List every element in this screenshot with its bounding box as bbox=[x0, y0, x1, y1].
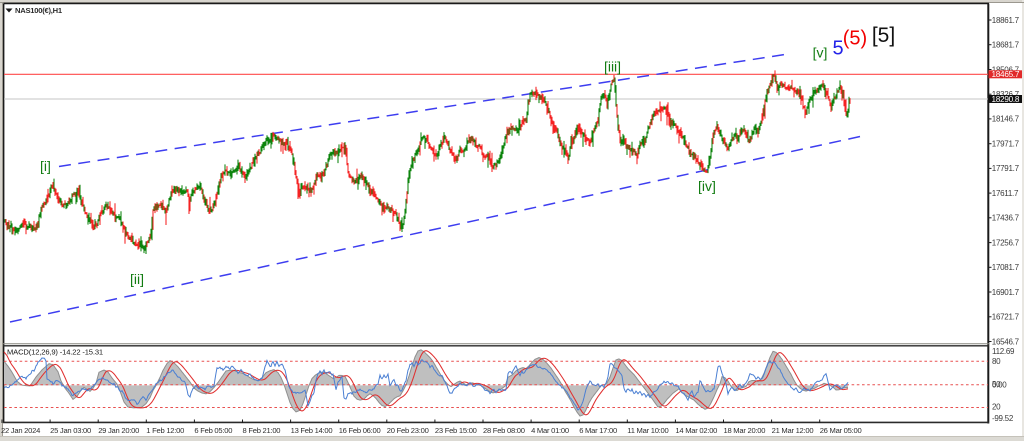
svg-text:0.00: 0.00 bbox=[992, 380, 1007, 389]
svg-text:18326.7: 18326.7 bbox=[992, 90, 1020, 99]
svg-text:17971.7: 17971.7 bbox=[992, 140, 1020, 149]
svg-text:17256.7: 17256.7 bbox=[992, 238, 1020, 247]
svg-text:17791.7: 17791.7 bbox=[992, 164, 1020, 173]
svg-text:13 Feb 14:00: 13 Feb 14:00 bbox=[291, 426, 333, 435]
svg-text:NAS100(€),H1: NAS100(€),H1 bbox=[15, 6, 63, 15]
svg-text:28 Feb 08:00: 28 Feb 08:00 bbox=[483, 426, 525, 435]
svg-text:4 Mar 01:00: 4 Mar 01:00 bbox=[531, 426, 569, 435]
svg-text:29 Jan 20:00: 29 Jan 20:00 bbox=[98, 426, 139, 435]
svg-text:23 Feb 15:00: 23 Feb 15:00 bbox=[435, 426, 477, 435]
svg-text:-99.52: -99.52 bbox=[992, 414, 1014, 423]
svg-text:16 Feb 06:00: 16 Feb 06:00 bbox=[339, 426, 381, 435]
svg-text:80: 80 bbox=[992, 357, 1001, 366]
svg-text:[5]: [5] bbox=[872, 24, 895, 47]
svg-text:20: 20 bbox=[992, 403, 1001, 412]
svg-text:18146.7: 18146.7 bbox=[992, 115, 1020, 124]
svg-text:18465.7: 18465.7 bbox=[992, 70, 1020, 79]
svg-text:[v]: [v] bbox=[813, 45, 828, 61]
svg-text:20 Feb 23:00: 20 Feb 23:00 bbox=[387, 426, 429, 435]
svg-text:18506.7: 18506.7 bbox=[992, 65, 1020, 74]
svg-text:22 Jan 2024: 22 Jan 2024 bbox=[1, 426, 40, 435]
svg-text:5: 5 bbox=[832, 38, 843, 60]
svg-text:11 Mar 10:00: 11 Mar 10:00 bbox=[627, 426, 668, 435]
svg-text:18290.8: 18290.8 bbox=[992, 95, 1020, 104]
svg-text:14 Mar 02:00: 14 Mar 02:00 bbox=[675, 426, 717, 435]
svg-text:112.69: 112.69 bbox=[992, 347, 1015, 356]
svg-text:1 Feb 12:00: 1 Feb 12:00 bbox=[146, 426, 184, 435]
svg-text:[ii]: [ii] bbox=[130, 271, 144, 287]
svg-text:16546.7: 16546.7 bbox=[992, 337, 1020, 346]
svg-text:(5): (5) bbox=[843, 28, 867, 50]
svg-text:MACD(12,26,9) -14.22 -15.31: MACD(12,26,9) -14.22 -15.31 bbox=[7, 348, 103, 357]
svg-text:[iv]: [iv] bbox=[698, 178, 716, 194]
svg-text:6 Mar 17:00: 6 Mar 17:00 bbox=[579, 426, 617, 435]
svg-text:[iii]: [iii] bbox=[604, 59, 621, 75]
svg-text:17436.7: 17436.7 bbox=[992, 214, 1020, 223]
svg-text:6 Feb 05:00: 6 Feb 05:00 bbox=[194, 426, 232, 435]
svg-text:50: 50 bbox=[992, 380, 1001, 389]
svg-text:26 Mar 05:00: 26 Mar 05:00 bbox=[820, 426, 862, 435]
svg-text:18 Mar 20:00: 18 Mar 20:00 bbox=[724, 426, 766, 435]
svg-text:17611.7: 17611.7 bbox=[992, 189, 1019, 198]
svg-text:25 Jan 03:00: 25 Jan 03:00 bbox=[50, 426, 91, 435]
svg-text:16721.7: 16721.7 bbox=[992, 313, 1020, 322]
svg-text:21 Mar 12:00: 21 Mar 12:00 bbox=[772, 426, 814, 435]
svg-text:17081.7: 17081.7 bbox=[992, 263, 1020, 272]
svg-text:[i]: [i] bbox=[40, 158, 51, 174]
svg-text:16901.7: 16901.7 bbox=[992, 288, 1020, 297]
svg-text:18681.7: 18681.7 bbox=[992, 41, 1020, 50]
svg-text:18861.7: 18861.7 bbox=[992, 16, 1020, 25]
svg-text:8 Feb 21:00: 8 Feb 21:00 bbox=[243, 426, 281, 435]
